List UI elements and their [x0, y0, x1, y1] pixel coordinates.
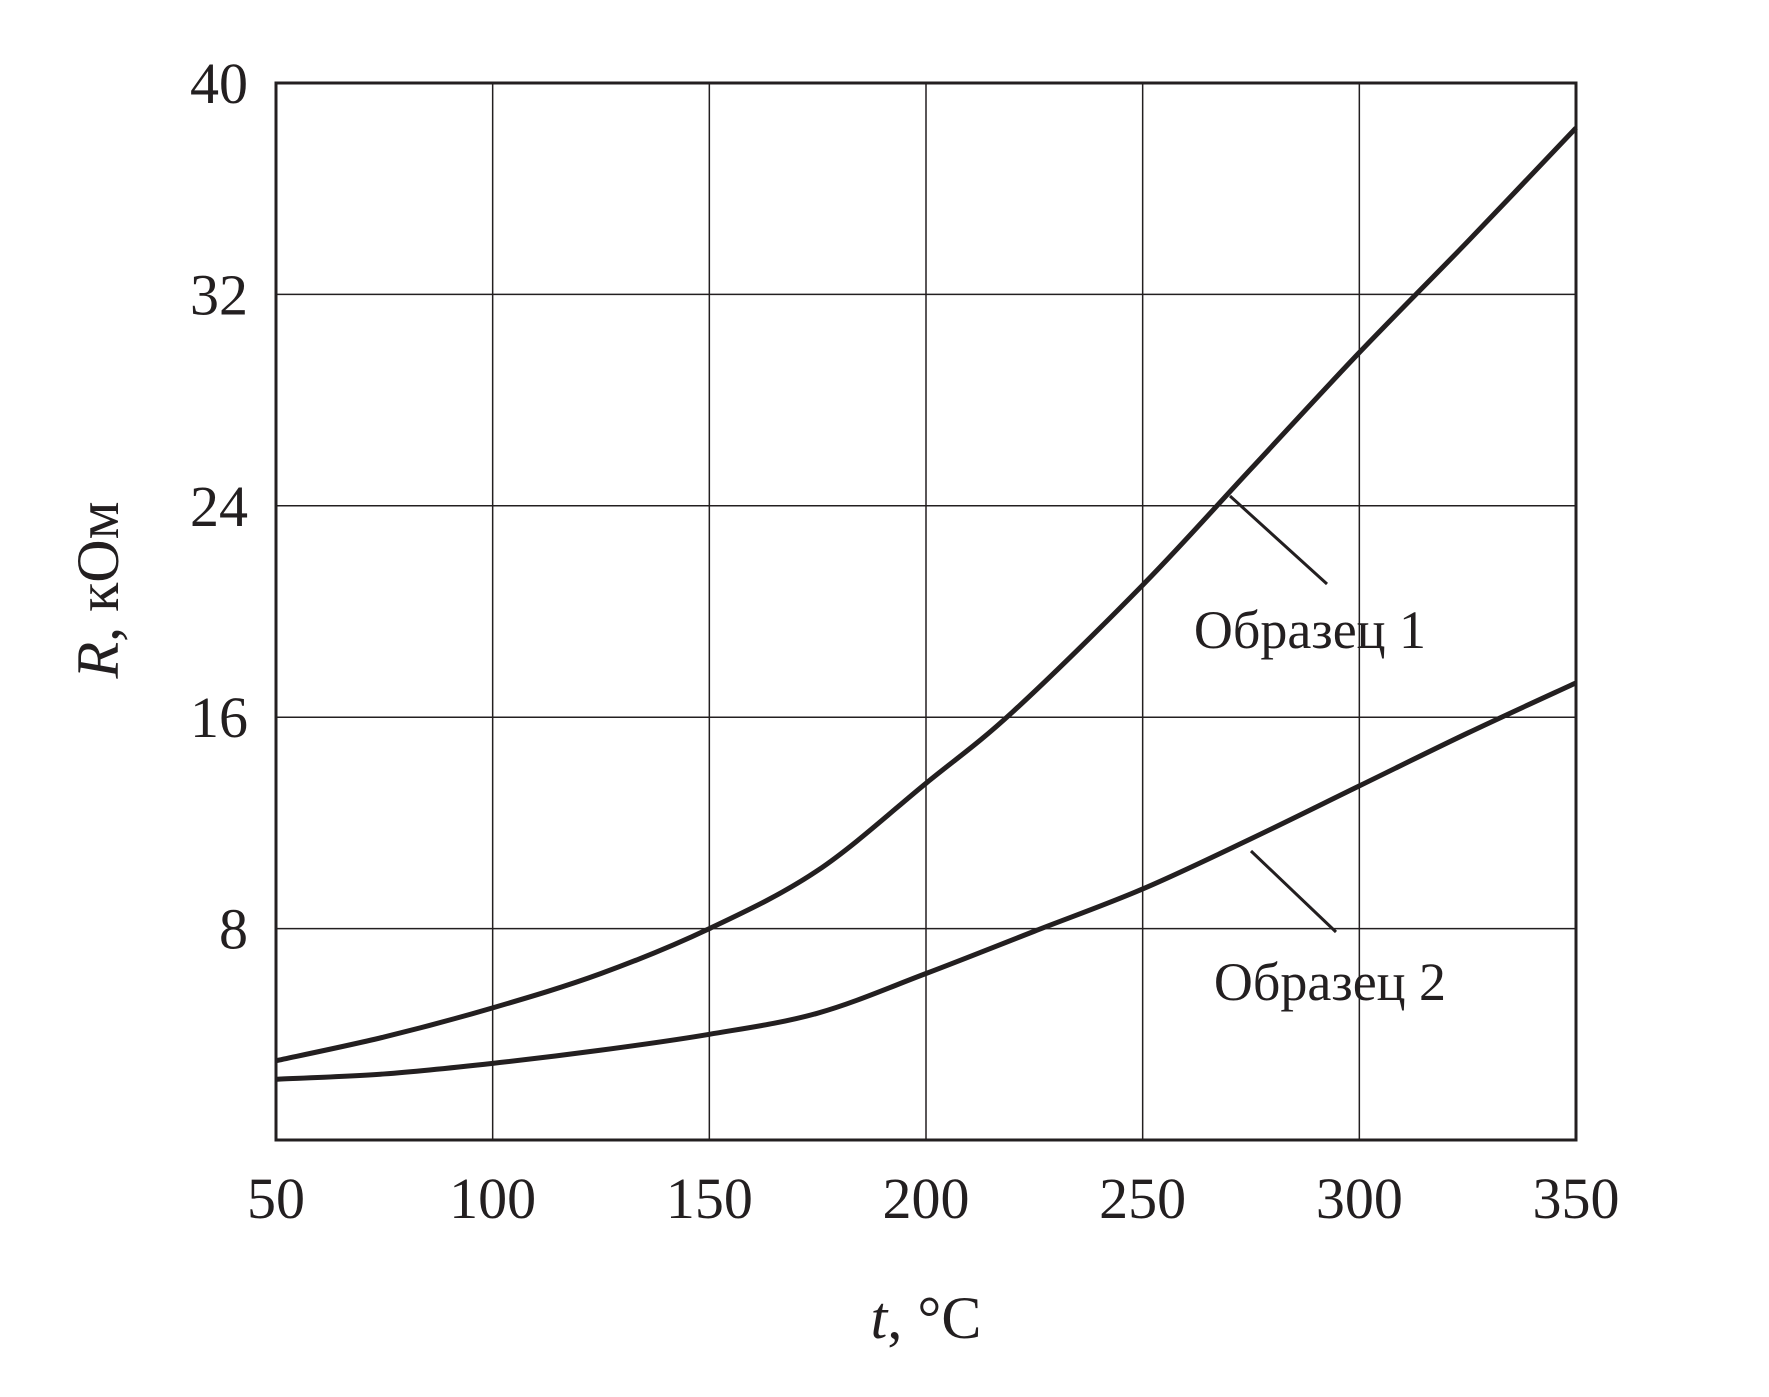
annotation-sample-2: Образец 2 — [1214, 952, 1446, 1012]
x-tick-label: 350 — [1533, 1166, 1620, 1231]
y-axis-label-unit: , кОм — [65, 501, 131, 641]
series-group — [275, 126, 1578, 1082]
y-tick-label: 24 — [190, 474, 248, 539]
tick-labels: 50 100 150 200 250 300 350 8 16 24 32 40 — [190, 51, 1620, 1231]
leader-line-sample-2 — [1249, 849, 1338, 934]
x-tick-label: 300 — [1316, 1166, 1403, 1231]
series-line-sample-1 — [275, 126, 1578, 1064]
x-tick-label: 50 — [247, 1166, 305, 1231]
y-tick-label: 40 — [190, 51, 248, 116]
x-axis-label-unit: , °C — [887, 1285, 981, 1351]
y-tick-label: 8 — [219, 897, 248, 962]
y-axis-label-var: R — [65, 642, 131, 680]
x-tick-label: 150 — [666, 1166, 753, 1231]
x-axis-label-var: t — [871, 1285, 889, 1351]
leader-line-sample-1 — [1228, 494, 1329, 586]
y-tick-label: 32 — [190, 262, 248, 327]
x-tick-label: 100 — [449, 1166, 536, 1231]
x-tick-label: 200 — [883, 1166, 970, 1231]
series-line-sample-2 — [275, 680, 1578, 1082]
plot-frame — [274, 81, 1578, 1142]
annotation-sample-1: Образец 1 — [1194, 600, 1426, 660]
x-axis-label: t, °C — [871, 1285, 982, 1351]
y-axis-label: R, кОм — [65, 501, 131, 679]
y-tick-label: 16 — [190, 685, 248, 750]
x-tick-label: 250 — [1099, 1166, 1186, 1231]
